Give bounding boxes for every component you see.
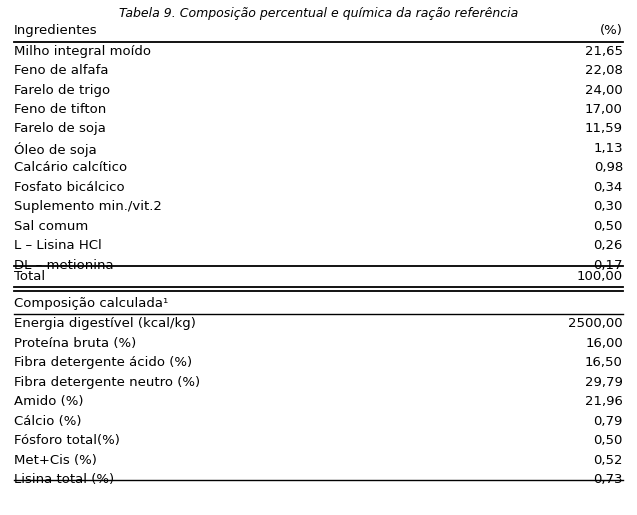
Text: Farelo de trigo: Farelo de trigo	[14, 83, 110, 97]
Text: Total: Total	[14, 270, 45, 283]
Text: Suplemento min./vit.2: Suplemento min./vit.2	[14, 200, 162, 213]
Text: 29,79: 29,79	[585, 376, 623, 389]
Text: (%): (%)	[600, 24, 623, 38]
Text: 0,79: 0,79	[594, 415, 623, 427]
Text: 11,59: 11,59	[585, 123, 623, 135]
Text: Calcário calcítico: Calcário calcítico	[14, 161, 127, 175]
Text: 0,17: 0,17	[594, 259, 623, 272]
Text: Fibra detergente neutro (%): Fibra detergente neutro (%)	[14, 376, 200, 389]
Text: 1,13: 1,13	[593, 142, 623, 155]
Text: DL – metionina: DL – metionina	[14, 259, 113, 272]
Text: 21,65: 21,65	[585, 45, 623, 58]
Text: 2500,00: 2500,00	[568, 317, 623, 330]
Text: Feno de alfafa: Feno de alfafa	[14, 64, 108, 77]
Text: Feno de tifton: Feno de tifton	[14, 103, 106, 116]
Text: 0,50: 0,50	[594, 434, 623, 447]
Text: Milho integral moído: Milho integral moído	[14, 45, 151, 58]
Text: 0,52: 0,52	[594, 454, 623, 467]
Text: 24,00: 24,00	[585, 83, 623, 97]
Text: 0,26: 0,26	[594, 239, 623, 252]
Text: Fósforo total(%): Fósforo total(%)	[14, 434, 120, 447]
Text: 0,73: 0,73	[594, 473, 623, 486]
Text: Cálcio (%): Cálcio (%)	[14, 415, 82, 427]
Text: Ingredientes: Ingredientes	[14, 24, 97, 38]
Text: Tabela 9. Composição percentual e química da ração referência: Tabela 9. Composição percentual e químic…	[119, 7, 518, 20]
Text: Lisina total (%): Lisina total (%)	[14, 473, 114, 486]
Text: 0,34: 0,34	[594, 181, 623, 194]
Text: Farelo de soja: Farelo de soja	[14, 123, 106, 135]
Text: 0,50: 0,50	[594, 220, 623, 233]
Text: Amido (%): Amido (%)	[14, 395, 83, 408]
Text: Fibra detergente ácido (%): Fibra detergente ácido (%)	[14, 356, 192, 369]
Text: 16,00: 16,00	[585, 337, 623, 350]
Text: 0,30: 0,30	[594, 200, 623, 213]
Text: Óleo de soja: Óleo de soja	[14, 142, 97, 157]
Text: 16,50: 16,50	[585, 356, 623, 369]
Text: Energia digestível (kcal/kg): Energia digestível (kcal/kg)	[14, 317, 196, 330]
Text: L – Lisina HCl: L – Lisina HCl	[14, 239, 102, 252]
Text: 21,96: 21,96	[585, 395, 623, 408]
Text: 22,08: 22,08	[585, 64, 623, 77]
Text: 17,00: 17,00	[585, 103, 623, 116]
Text: Fosfato bicálcico: Fosfato bicálcico	[14, 181, 125, 194]
Text: Composição calculada¹: Composição calculada¹	[14, 297, 168, 310]
Text: 0,98: 0,98	[594, 161, 623, 175]
Text: 100,00: 100,00	[576, 270, 623, 283]
Text: Sal comum: Sal comum	[14, 220, 89, 233]
Text: Met+Cis (%): Met+Cis (%)	[14, 454, 97, 467]
Text: Proteína bruta (%): Proteína bruta (%)	[14, 337, 136, 350]
